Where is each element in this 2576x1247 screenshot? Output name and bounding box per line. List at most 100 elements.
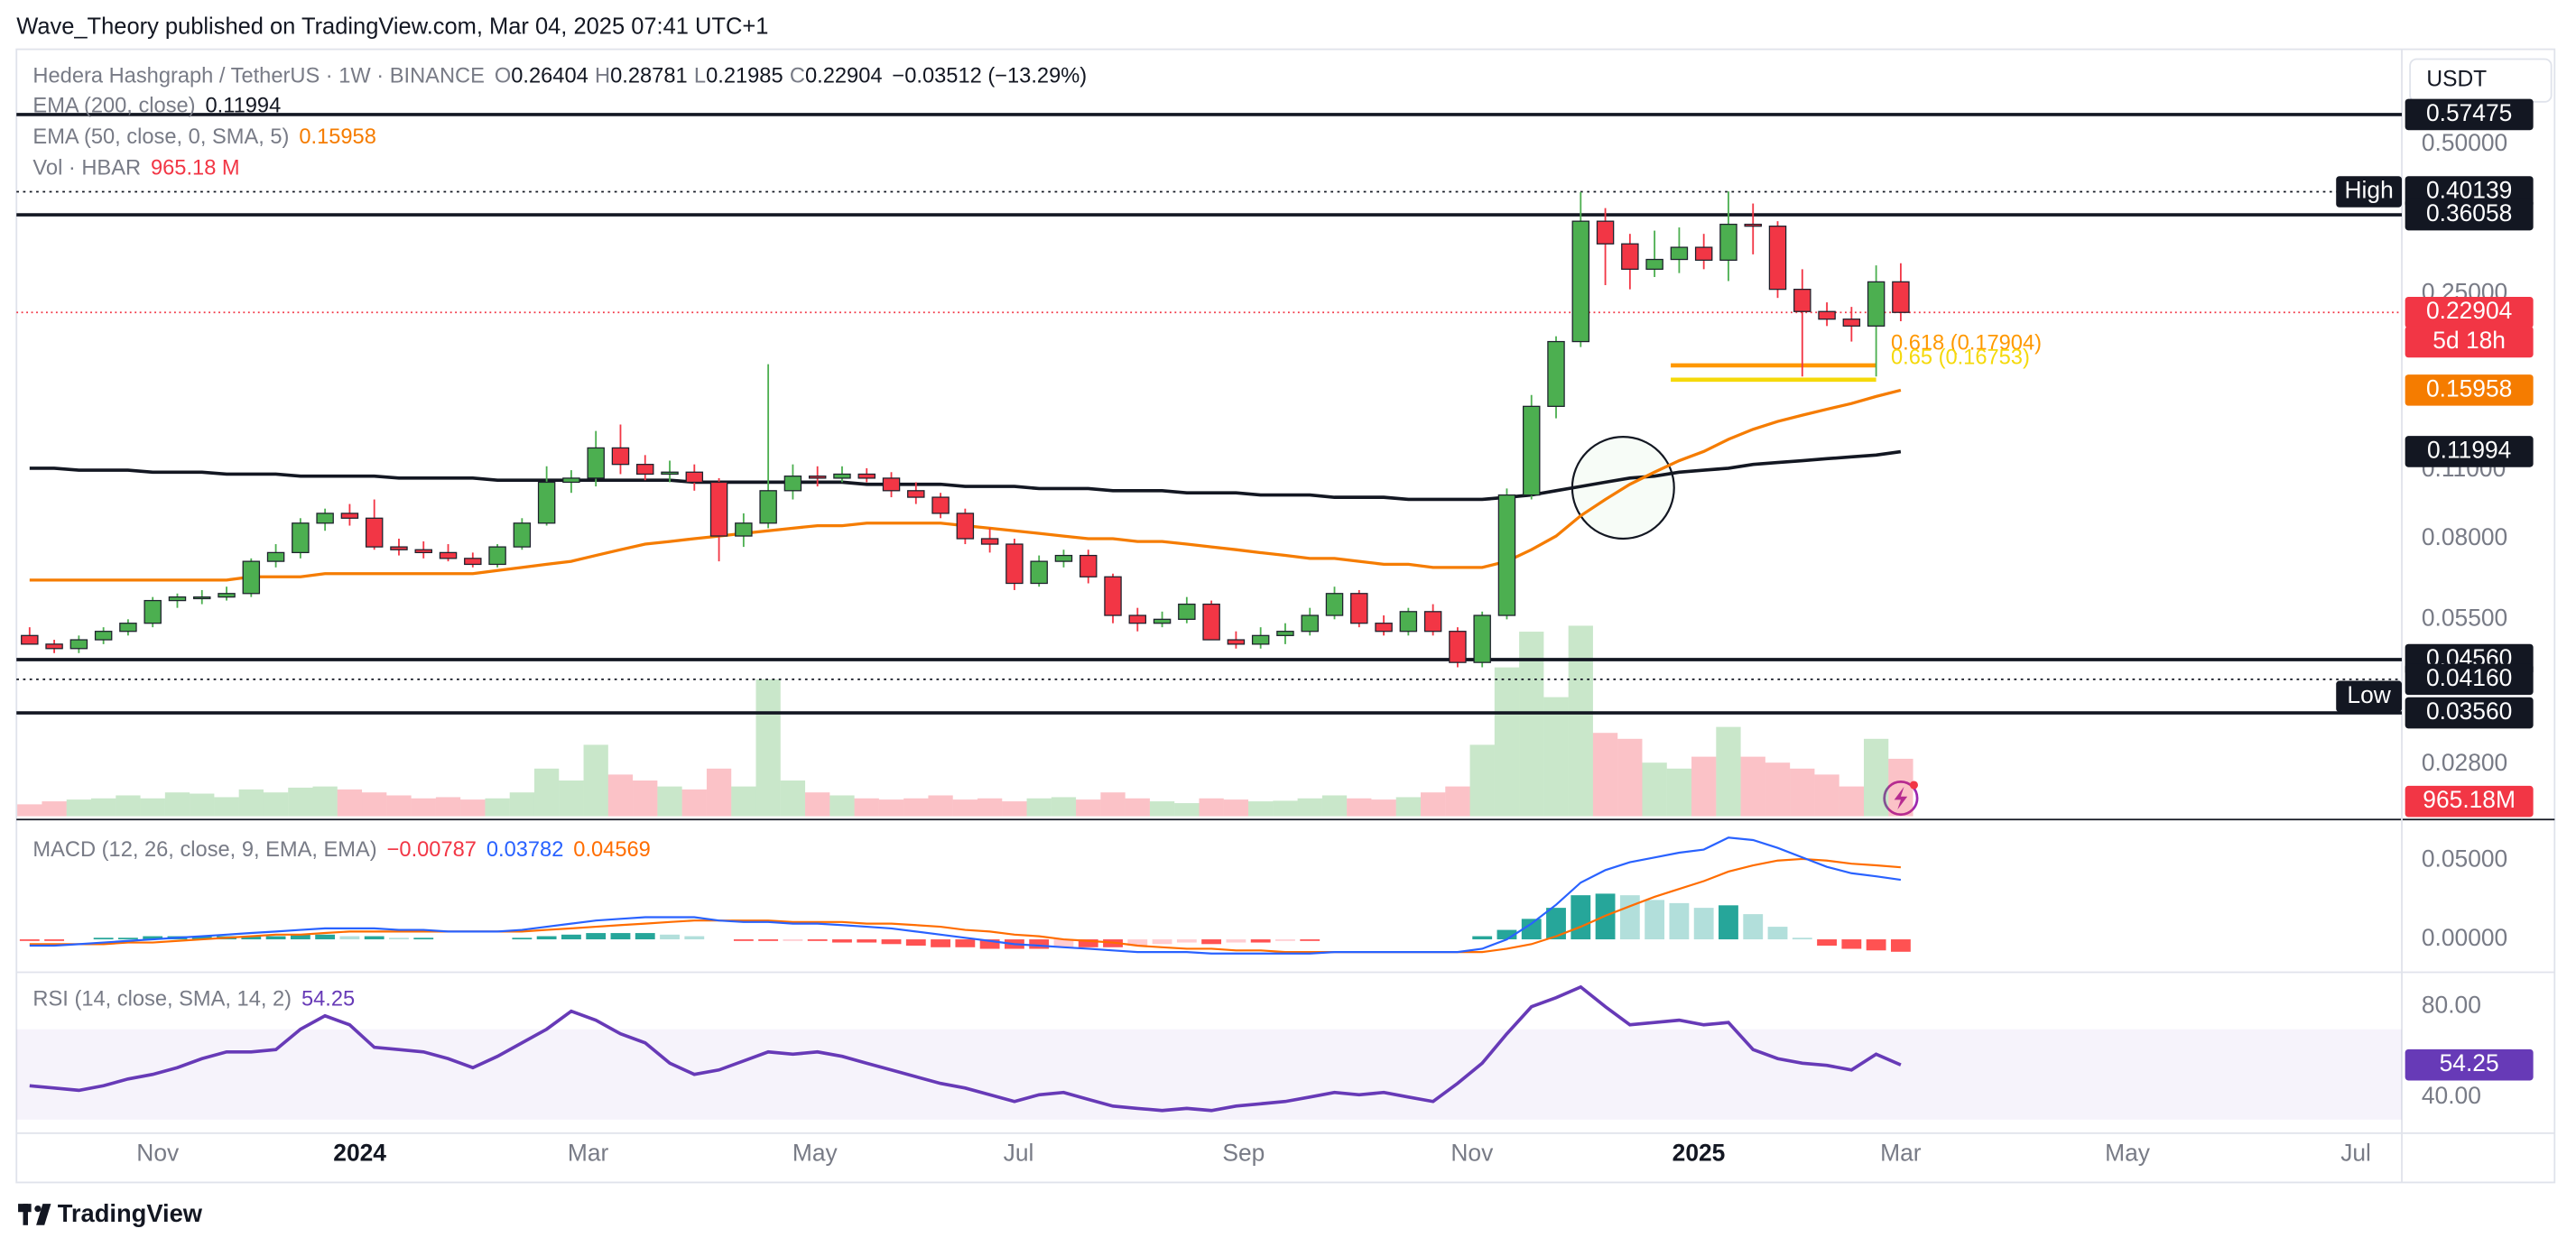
- macd-histogram-bar: [832, 939, 852, 943]
- volume-bar: [952, 799, 978, 817]
- candle-body: [414, 549, 432, 554]
- candle-body: [1276, 631, 1294, 636]
- macd-histogram-bar: [1250, 939, 1271, 943]
- fib-label: 0.65 (0.16753): [1891, 346, 2030, 369]
- candle-body: [439, 551, 458, 559]
- macd-histogram-bar: [315, 934, 336, 940]
- volume-bar: [1839, 786, 1864, 817]
- last-price-box: [2405, 296, 2534, 328]
- candle-body: [1522, 405, 1541, 496]
- volume-bar: [238, 789, 264, 817]
- macd-histogram-bar: [1152, 939, 1172, 945]
- macd-histogram-bar: [1201, 939, 1222, 945]
- rsi-box: [2405, 1048, 2534, 1081]
- macd-histogram-bar: [1866, 939, 1886, 951]
- legend-item: 0.04569: [573, 838, 651, 862]
- volume-bar: [1814, 774, 1839, 817]
- candle-body: [882, 477, 901, 492]
- macd-histogram-bar: [733, 939, 754, 941]
- candle-body: [907, 490, 925, 498]
- level-box: [2405, 199, 2534, 231]
- rsi-tick-label: 40.00: [2422, 1082, 2481, 1109]
- level-name-label: High: [2344, 176, 2393, 203]
- candle-body: [980, 538, 999, 545]
- legend-item: RSI (14, close, SMA, 14, 2): [32, 988, 292, 1011]
- legend-item: 0.11994: [205, 95, 281, 118]
- candle-body: [340, 513, 359, 519]
- macd-histogram-bar: [1226, 939, 1246, 943]
- macd-histogram-bar: [1176, 939, 1197, 943]
- alert-icon-bolt: [1894, 786, 1908, 810]
- x-tick-label: 2024: [333, 1139, 386, 1166]
- fib-label: 0.618 (0.17904): [1891, 332, 2042, 356]
- volume-bar: [509, 792, 534, 817]
- candle-body: [94, 631, 113, 641]
- legend-item: 0.26404: [511, 65, 588, 88]
- volume-bar: [1519, 632, 1544, 817]
- candle-body: [1080, 554, 1098, 577]
- volume-bar: [1691, 756, 1717, 817]
- macd-histogram-bar: [1719, 905, 1738, 940]
- legend-item: 0.28781: [610, 65, 688, 88]
- volume-bar: [1174, 803, 1200, 817]
- candle-body: [266, 551, 285, 562]
- candle-body: [661, 471, 679, 476]
- candle-body: [168, 596, 187, 602]
- countdown-label: 5d 18h: [2432, 327, 2506, 354]
- candle-body: [1128, 614, 1147, 624]
- candle-body: [1178, 603, 1196, 620]
- legend-item: −0.00787: [387, 838, 477, 862]
- candle-body: [1350, 593, 1368, 624]
- legend-line: Hedera Hashgraph / TetherUS · 1W · BINAN…: [32, 65, 1087, 88]
- macd-histogram-bar: [241, 936, 262, 940]
- macd-histogram-bar: [1645, 900, 1665, 940]
- currency[interactable]: USDT: [2426, 68, 2487, 92]
- candle-body: [636, 464, 654, 476]
- candle-body: [1104, 576, 1122, 616]
- candle-body: [193, 596, 211, 600]
- volume-bar: [878, 799, 904, 817]
- candle-body: [1867, 281, 1886, 327]
- volume-bar: [1395, 797, 1421, 817]
- candle-body: [1325, 593, 1344, 616]
- macd-histogram-bar: [1127, 939, 1148, 947]
- legend-item: 54.25: [301, 988, 355, 1011]
- candle-body: [783, 476, 802, 492]
- legend-item: −0.03512 (−13.29%): [892, 65, 1087, 88]
- level-label: 0.03560: [2426, 697, 2512, 725]
- macd-histogram-bar: [44, 939, 65, 941]
- macd-histogram-bar: [783, 939, 803, 941]
- x-tick-label: Nov: [136, 1139, 180, 1166]
- candle-body: [1768, 226, 1787, 291]
- brand-logo: TradingView: [18, 1199, 203, 1227]
- macd-histogram-bar: [660, 934, 680, 940]
- legend-item: EMA (200, close): [32, 95, 195, 118]
- macd-histogram-bar: [93, 938, 114, 940]
- candle-body: [562, 477, 580, 484]
- volume-bar: [386, 795, 412, 817]
- signal-line: [29, 857, 1901, 954]
- macd-histogram-bar: [117, 938, 138, 940]
- level-label: 0.40139: [2426, 176, 2512, 203]
- macd-histogram-bar: [1693, 908, 1714, 940]
- candle-body: [833, 473, 851, 479]
- level-name-label: Low: [2347, 681, 2391, 708]
- macd-histogram-bar: [807, 939, 828, 941]
- candle-body: [69, 639, 88, 650]
- level-label: 0.04160: [2426, 664, 2512, 691]
- candle-body: [759, 490, 777, 524]
- volume-bar: [657, 786, 682, 817]
- legend-line: EMA (50, close, 0, SMA, 5) 0.15958: [32, 125, 375, 149]
- candle-body: [1473, 614, 1491, 663]
- volume-bar: [706, 768, 732, 817]
- macd-histogram-bar: [265, 936, 286, 940]
- volume-bar: [1100, 792, 1126, 817]
- macd-histogram-bar: [1571, 895, 1591, 940]
- volume-bar: [829, 795, 855, 817]
- candle-body: [735, 522, 753, 537]
- candle-body: [1547, 340, 1565, 407]
- rsi-tick-label: 80.00: [2422, 992, 2481, 1019]
- candle-body: [1818, 310, 1836, 320]
